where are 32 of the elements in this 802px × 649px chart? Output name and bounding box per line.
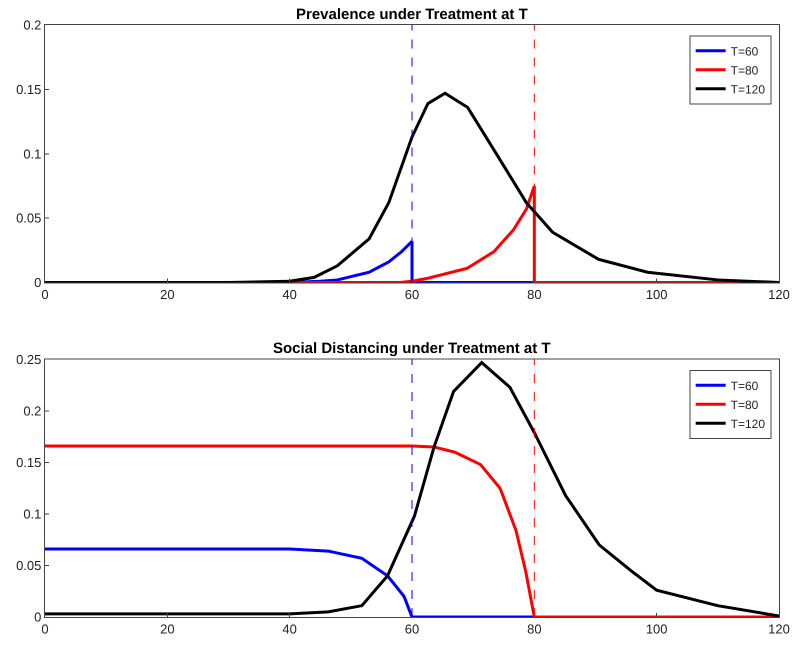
y-tick-label: 0.2 xyxy=(23,404,42,419)
x-tick-label: 100 xyxy=(646,287,668,302)
x-tick-label: 60 xyxy=(404,287,420,302)
y-tick-label: 0.2 xyxy=(23,18,42,33)
legend-label: T=60 xyxy=(730,44,759,58)
x-tick-label: 60 xyxy=(404,622,420,637)
y-tick-label: 0.15 xyxy=(16,82,42,97)
legend-label: T=120 xyxy=(730,416,766,431)
x-tick-label: 20 xyxy=(160,622,175,637)
y-tick-label: 0 xyxy=(34,610,42,625)
legend-label: T=60 xyxy=(730,378,759,393)
y-tick-label: 0 xyxy=(34,275,42,290)
legend-label: T=80 xyxy=(730,63,759,78)
x-tick-label: 100 xyxy=(646,622,668,637)
y-tick-label: 0.1 xyxy=(23,506,42,522)
x-tick-label: 80 xyxy=(527,622,542,637)
x-tick-label: 40 xyxy=(282,287,297,302)
x-tick-label: 80 xyxy=(527,287,542,302)
x-tick-label: 120 xyxy=(768,287,790,302)
x-tick-label: 40 xyxy=(282,622,297,637)
y-tick-label: 0.25 xyxy=(16,352,42,368)
y-tick-label: 0.05 xyxy=(16,558,42,574)
line-series xyxy=(45,361,779,617)
y-tick-label: 0.15 xyxy=(16,455,42,470)
x-tick-label: 20 xyxy=(160,287,175,302)
chart-title: Social Distancing under Treatment at T xyxy=(273,340,551,357)
y-tick-label: 0.05 xyxy=(16,210,42,226)
legend-label: T=120 xyxy=(730,82,766,96)
chart-title: Prevalence under Treatment at T xyxy=(296,6,528,23)
x-tick-label: 120 xyxy=(768,622,790,637)
y-tick-label: 0.1 xyxy=(23,146,42,162)
legend-label: T=80 xyxy=(730,398,759,412)
